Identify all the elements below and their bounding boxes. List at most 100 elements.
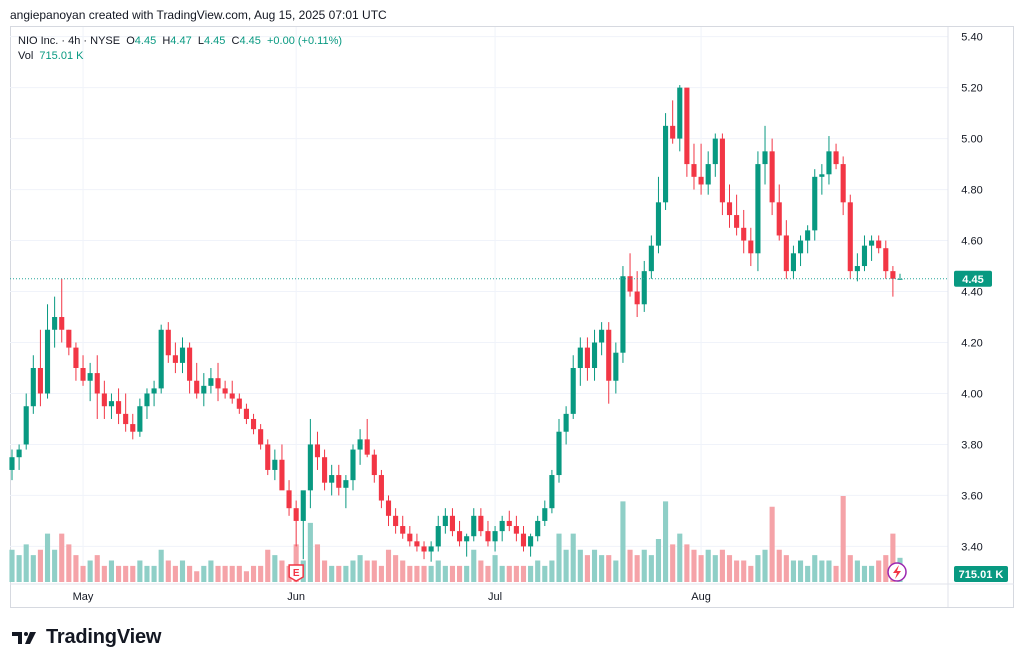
candle-body: [826, 151, 832, 175]
candle: [506, 510, 512, 532]
volume-bar: [485, 565, 491, 582]
candle-body: [378, 475, 384, 501]
candle-body: [215, 378, 221, 389]
volume-bar: [329, 565, 335, 582]
candle-body: [272, 459, 278, 470]
candle-body: [449, 515, 456, 532]
volume-bar: [407, 565, 413, 582]
candle: [307, 418, 313, 509]
candle: [428, 541, 434, 562]
volume-bar: [442, 565, 448, 582]
volume-bar: [371, 560, 377, 582]
last-price-tag: 4.45: [954, 270, 992, 287]
volume-bar: [499, 565, 505, 582]
candle-body: [108, 401, 115, 407]
candle-body: [797, 240, 804, 254]
flash-icon: [887, 562, 907, 582]
candle-body: [37, 367, 43, 394]
candle: [23, 393, 29, 450]
volume-bar: [741, 560, 747, 582]
candle: [613, 342, 619, 394]
candle-body: [172, 355, 178, 363]
candle: [222, 380, 228, 399]
volume-bar: [421, 565, 427, 582]
volume-bar: [833, 565, 839, 582]
volume-bar: [52, 549, 58, 582]
candle: [179, 337, 186, 374]
volume-bar: [677, 533, 683, 582]
volume-bar: [734, 560, 740, 582]
volume-bar: [712, 555, 718, 582]
candle-body: [300, 490, 306, 521]
candle: [385, 495, 392, 527]
volume-bar: [73, 555, 79, 582]
volume-bar: [37, 549, 43, 582]
candle-body: [613, 352, 619, 381]
grid: [10, 27, 1014, 607]
candle: [840, 156, 846, 216]
candle: [73, 342, 79, 381]
volume-bar: [151, 565, 157, 582]
candle-body: [456, 531, 463, 542]
volume-bar: [364, 560, 370, 582]
candle-body: [329, 475, 335, 483]
candle: [698, 143, 704, 195]
candle: [300, 490, 306, 560]
volume-bar: [350, 560, 356, 582]
volume-bar: [80, 565, 86, 582]
candle-body: [421, 546, 427, 552]
candle-body: [577, 347, 583, 368]
price-tick-label: 3.40: [961, 541, 982, 553]
candle-body: [769, 151, 775, 203]
volume-bar: [641, 549, 647, 582]
volume-bar: [606, 555, 612, 582]
volume-bar: [705, 549, 711, 582]
candle: [130, 413, 136, 440]
volume-bar: [869, 565, 875, 582]
legend-change: +0.00 (+0.11%): [267, 35, 343, 47]
candle-body: [94, 373, 100, 394]
candle: [456, 520, 463, 547]
volume-bar: [762, 549, 768, 582]
volume-bar: [599, 555, 605, 582]
price-tick-label: 3.60: [961, 490, 982, 502]
candle-body: [762, 151, 768, 165]
candle: [116, 388, 122, 425]
candle: [655, 176, 662, 254]
candle-body: [16, 449, 22, 458]
candle: [250, 413, 257, 435]
candle: [542, 500, 548, 527]
candle-body: [187, 347, 193, 381]
brand[interactable]: TradingView: [12, 626, 161, 649]
candle: [577, 337, 583, 386]
candle-body: [30, 367, 36, 407]
candle-body: [350, 449, 356, 481]
candle-body: [364, 439, 370, 455]
candle-body: [520, 533, 527, 547]
candle-body: [542, 508, 548, 521]
volume-bar: [684, 544, 690, 582]
volume-bar: [165, 560, 171, 582]
candle-body: [861, 245, 868, 267]
volume-bar: [471, 549, 477, 582]
candle-body: [165, 329, 171, 356]
volume-bar: [847, 555, 853, 582]
candle-body: [556, 431, 562, 476]
time-tick-label: Jul: [488, 591, 502, 603]
candle-body: [137, 406, 143, 432]
legend-symbol[interactable]: NIO Inc. · 4h · NYSE: [18, 35, 121, 47]
candle: [158, 324, 164, 394]
candle-body: [684, 87, 690, 165]
candle: [87, 362, 93, 402]
candle-body: [478, 515, 484, 532]
chart-frame[interactable]: [10, 26, 1014, 608]
candle: [123, 393, 129, 432]
candle-body: [492, 531, 498, 542]
candle-body: [407, 533, 413, 542]
candle-body: [655, 202, 662, 246]
last-volume-tag: 715.01 K: [954, 566, 1008, 582]
candle: [563, 406, 569, 445]
price-axis: 3.40 3.60 3.80 4.00 4.20 4.40 4.60 4.80 5.00 5.20…: [961, 32, 982, 554]
candle: [442, 508, 448, 534]
